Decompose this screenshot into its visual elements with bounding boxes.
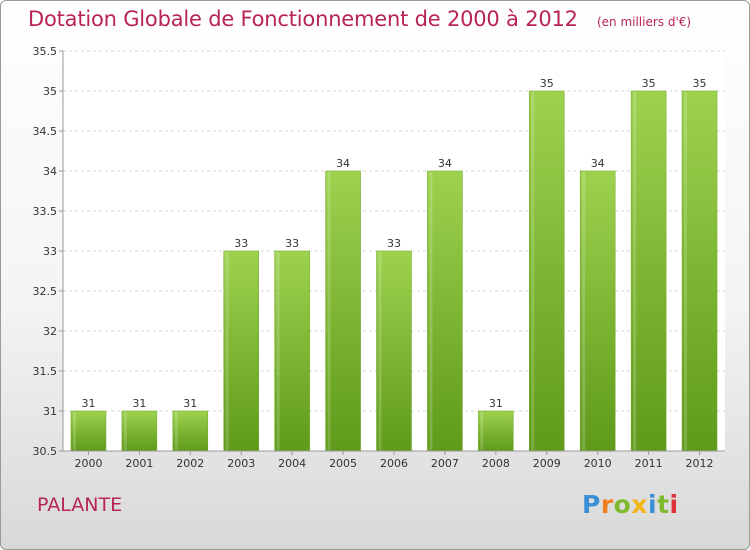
bar-highlight xyxy=(276,252,280,450)
bar-highlight xyxy=(480,412,484,450)
bar-value-label: 31 xyxy=(81,397,95,410)
logo-letter: o xyxy=(613,490,632,519)
bar-highlight xyxy=(531,92,535,450)
x-tick-label: 2005 xyxy=(329,457,357,470)
bar xyxy=(529,90,565,452)
x-tick-label: 2010 xyxy=(584,457,612,470)
bar-highlight xyxy=(378,252,382,450)
x-tick-label: 2009 xyxy=(533,457,561,470)
bar-value-label: 31 xyxy=(489,397,503,410)
bar-value-label: 34 xyxy=(591,157,605,170)
y-tick-label: 32.5 xyxy=(33,285,58,298)
x-tick-label: 2000 xyxy=(74,457,102,470)
logo-letter: r xyxy=(600,490,614,519)
x-tick-label: 2012 xyxy=(686,457,714,470)
logo-letter: t xyxy=(657,490,670,519)
bar xyxy=(376,250,412,452)
x-tick-label: 2001 xyxy=(125,457,153,470)
y-tick-label: 32 xyxy=(43,325,57,338)
title-row: Dotation Globale de Fonctionnement de 20… xyxy=(28,7,691,31)
bar xyxy=(325,170,361,452)
value-labels: 31 31 31 33 33 34 33 34 31 35 34 35 35 xyxy=(81,77,706,410)
y-tick-label: 33 xyxy=(43,245,57,258)
bar-value-label: 35 xyxy=(693,77,707,90)
bar xyxy=(223,250,259,452)
bar-highlight xyxy=(225,252,229,450)
bar xyxy=(681,90,718,452)
bar-highlight xyxy=(72,412,76,450)
bar-highlight xyxy=(429,172,433,450)
bar-value-label: 34 xyxy=(438,157,452,170)
bar-highlight xyxy=(327,172,331,450)
y-tick-label: 31 xyxy=(43,405,57,418)
x-tick-label: 2007 xyxy=(431,457,459,470)
bar xyxy=(70,410,107,452)
x-tick-label: 2011 xyxy=(635,457,663,470)
chart-title: Dotation Globale de Fonctionnement de 20… xyxy=(28,7,578,31)
bar-highlight xyxy=(174,412,178,450)
x-tick-label: 2002 xyxy=(176,457,204,470)
bar-value-label: 33 xyxy=(285,237,299,250)
bar-highlight xyxy=(684,92,688,450)
logo-letter: i xyxy=(648,490,658,519)
bar-value-label: 31 xyxy=(132,397,146,410)
y-tick-label: 30.5 xyxy=(33,445,58,458)
y-tick-label: 34 xyxy=(43,165,57,178)
bar-value-label: 33 xyxy=(234,237,248,250)
x-tick-label: 2004 xyxy=(278,457,306,470)
bar xyxy=(172,410,209,452)
logo-letter: i xyxy=(669,490,679,519)
x-tick-label: 2008 xyxy=(482,457,510,470)
commune-name: PALANTE xyxy=(37,494,123,516)
chart-unit-label: (en milliers d'€) xyxy=(596,15,692,29)
bar-value-label: 35 xyxy=(540,77,554,90)
bar xyxy=(630,90,667,452)
logo-letter: P xyxy=(582,490,601,519)
bar-value-label: 35 xyxy=(642,77,656,90)
y-tick-labels: 30.5 31 31.5 32 32.5 33 33.5 34 34.5 35 35.5 xyxy=(33,45,63,458)
y-tick-label: 31.5 xyxy=(33,365,58,378)
bar-value-label: 31 xyxy=(183,397,197,410)
x-tick-label: 2006 xyxy=(380,457,408,470)
bar-highlight xyxy=(123,412,127,450)
bar-value-label: 33 xyxy=(387,237,401,250)
bar xyxy=(478,410,514,452)
bar-value-label: 34 xyxy=(336,157,350,170)
y-tick-label: 34.5 xyxy=(33,125,58,138)
bar-highlight xyxy=(582,172,586,450)
bars xyxy=(70,90,718,452)
logo-letter: x xyxy=(631,490,648,519)
x-tick-labels: 2000 2001 2002 2003 2004 2005 2006 2007 2008 2009… xyxy=(74,451,714,470)
y-tick-label: 33.5 xyxy=(33,205,58,218)
bar xyxy=(427,170,463,452)
x-tick-label: 2003 xyxy=(227,457,255,470)
y-tick-label: 35.5 xyxy=(33,45,58,58)
bar xyxy=(579,170,616,452)
proxiti-logo: Proxiti xyxy=(582,490,679,519)
bar xyxy=(274,250,310,452)
y-tick-label: 35 xyxy=(43,85,57,98)
bar-highlight xyxy=(633,92,637,450)
bar xyxy=(121,410,158,452)
